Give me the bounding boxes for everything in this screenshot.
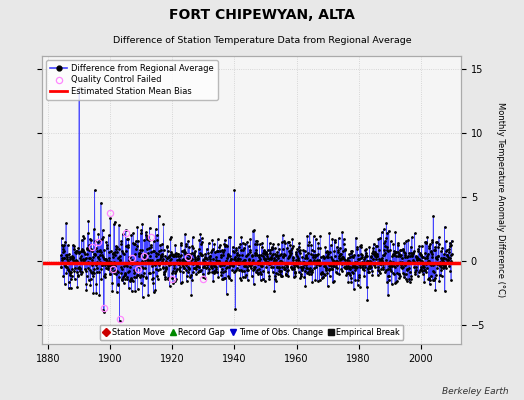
Text: Berkeley Earth: Berkeley Earth [442, 387, 508, 396]
Legend: Station Move, Record Gap, Time of Obs. Change, Empirical Break: Station Move, Record Gap, Time of Obs. C… [100, 324, 403, 340]
Text: FORT CHIPEWYAN, ALTA: FORT CHIPEWYAN, ALTA [169, 8, 355, 22]
Y-axis label: Monthly Temperature Anomaly Difference (°C): Monthly Temperature Anomaly Difference (… [496, 102, 505, 298]
Text: Difference of Station Temperature Data from Regional Average: Difference of Station Temperature Data f… [113, 36, 411, 45]
